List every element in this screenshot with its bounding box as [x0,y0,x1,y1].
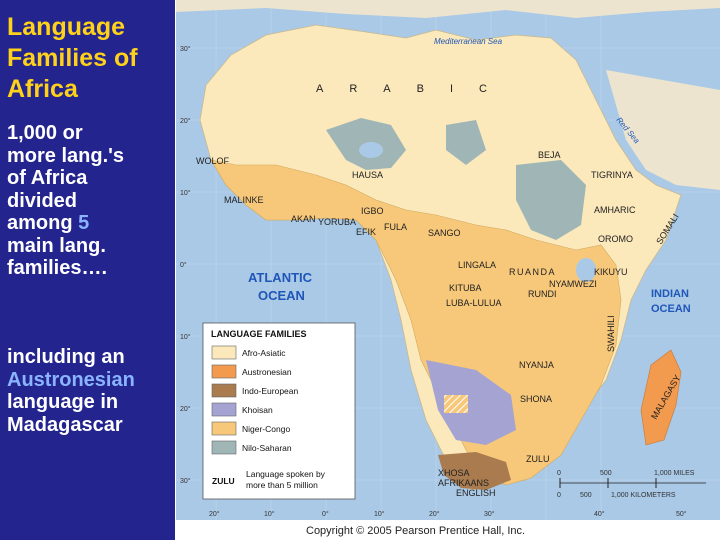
scale-miles-0: 0 [557,470,561,477]
slide-text-panel: Language Families of Africa 1,000 or mor… [0,0,175,540]
lang-igbo: IGBO [361,206,384,216]
lang-kikuyu: KIKUYU [594,267,628,277]
label-indian-1: INDIAN [651,288,689,300]
legend-note-2: more than 5 million [246,480,318,490]
legend-swatch [211,345,237,360]
legend-swatch [211,364,237,379]
lake-chad [359,142,383,158]
lang-hausa: HAUSA [352,170,383,180]
lang-efik: EFIK [356,227,376,237]
lon-20w: 20° [209,510,220,518]
lang-zulu: ZULU [526,454,550,464]
europe-landmass [176,0,720,18]
legend-title: LANGUAGE FAMILIES [211,329,307,339]
lon-20e: 20° [429,510,440,518]
lang-luba-lulua: LUBA-LULUA [446,298,502,308]
lang-kituba: KITUBA [449,283,482,293]
legend-label: Khoisan [242,405,273,415]
longitude-labels: 20° 10° 0° 10° 20° 30° 40° 50° [209,510,687,518]
lat-20n: 20° [180,117,191,125]
lon-10w: 10° [264,510,275,518]
lon-50e: 50° [676,510,687,518]
legend-items: Afro-Asiatic Austronesian Indo-European Kho… [211,345,299,455]
lang-english: ENGLISH [456,488,496,498]
copyright: Copyright © 2005 Pearson Prentice Hall, … [306,525,525,537]
legend-label: Indo-European [242,386,299,396]
label-atlantic-2: OCEAN [258,288,305,303]
legend-label: Austronesian [242,367,292,377]
lon-30e: 30° [484,510,495,518]
arabia-landmass [606,70,720,190]
legend-swatch [211,440,237,455]
lang-nyanja: NYANJA [519,360,554,370]
legend-swatch [211,421,237,436]
paragraph-1-text-b: main lang. families…. [7,234,108,279]
slide-paragraph-1: 1,000 or more lang.'s of Africa divided … [7,122,124,280]
lat-20s: 20° [180,405,191,413]
lang-lingala: LINGALA [458,260,496,270]
austronesian-highlight: Austronesian [7,368,135,391]
lat-0: 0° [180,261,187,269]
lon-10e: 10° [374,510,385,518]
africa-language-map: Mediterranean Sea Red Sea ATLANTIC OCEAN… [176,0,720,540]
lang-wolof: WOLOF [196,156,230,166]
lat-10s: 10° [180,333,191,341]
lon-0: 0° [322,510,329,518]
hatched-region [444,395,468,413]
legend-swatch [211,402,237,417]
africa-niger-congo [210,159,622,486]
lake-victoria [576,258,596,282]
lang-oromo: OROMO [598,234,633,244]
lang-akan: AKAN [291,214,316,224]
lat-30s: 30° [180,477,191,485]
lang-rundi: RUNDI [528,289,557,299]
scale-miles-1000: 1,000 MILES [654,470,695,477]
indo-european-south [438,452,511,490]
paragraph-1-text-a: 1,000 or more lang.'s of Africa divided … [7,122,125,234]
scale-km-1000: 1,000 KILOMETERS [611,492,676,499]
lat-30n: 30° [180,45,191,53]
lang-nyamwezi: NYAMWEZI [549,279,597,289]
lang-sango: SANGO [428,228,461,238]
lang-amharic: AMHARIC [594,205,636,215]
lang-afrikaans: AFRIKAANS [438,478,489,488]
lat-10n: 10° [180,189,191,197]
label-atlantic-1: ATLANTIC [248,270,313,285]
lang-yoruba: YORUBA [318,217,356,227]
latitude-labels: 30° 20° 10° 0° 10° 20° 30° [180,45,191,485]
legend-label: Niger-Congo [242,424,290,434]
nilo-saharan-north [446,120,486,165]
legend-note-1: Language spoken by [246,469,326,479]
khoisan-region [426,360,516,445]
lang-beja: BEJA [538,150,561,160]
label-indian-2: OCEAN [651,303,691,315]
label-arabic: ARABIC [316,83,513,95]
slide-paragraph-2: including an Austronesian language in Ma… [7,346,135,436]
lang-malinke: MALINKE [224,195,264,205]
family-count: 5 [78,212,90,234]
label-mediterranean: Mediterranean Sea [434,37,503,46]
map-legend: LANGUAGE FAMILIES Afro-Asiatic Austronesi… [202,322,356,500]
scale-km-0: 0 [557,492,561,499]
legend-label: Afro-Asiatic [242,348,286,358]
paragraph-2-text-a: including an [7,346,125,368]
lon-40e: 40° [594,510,605,518]
nilo-saharan-east [516,160,586,240]
scale-miles-500: 500 [600,470,612,477]
lang-tigrinya: TIGRINYA [591,170,633,180]
scale-bar: 0 500 1,000 MILES 0 500 1,000 KILOMETERS [557,470,706,499]
scale-km-500: 500 [580,492,592,499]
legend-note-sample: ZULU [212,476,235,486]
madagascar-austronesian [640,349,682,446]
lang-xhosa: XHOSA [438,468,470,478]
slide-title: Language Families of Africa [7,13,138,103]
legend-label: Nilo-Saharan [242,443,292,453]
legend-swatch [211,383,237,398]
lang-fula: FULA [384,222,407,232]
lang-swahili: SWAHILI [606,315,616,352]
lang-ruanda: RUANDA [509,267,556,277]
paragraph-2-text-b: language in Madagascar [7,391,123,436]
lang-shona: SHONA [520,394,552,404]
